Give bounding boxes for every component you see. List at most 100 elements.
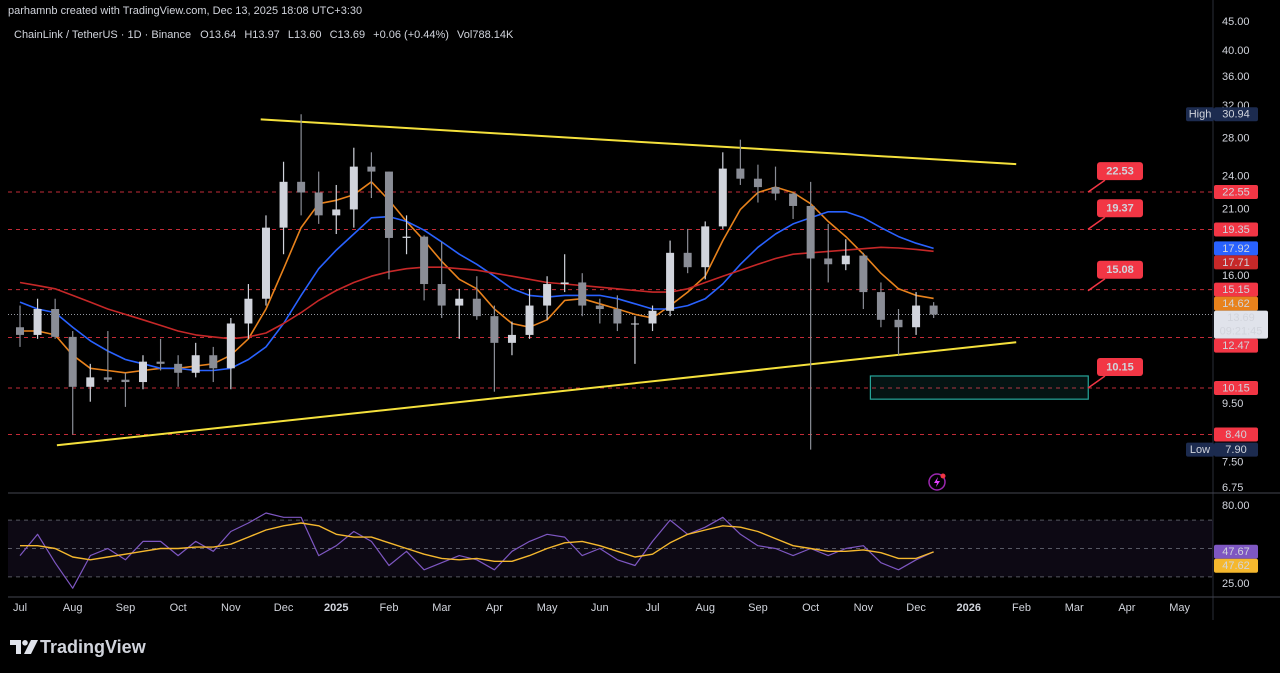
candle-body [859, 255, 868, 293]
price-label-box [1214, 296, 1258, 311]
price-label: 30.94 [1222, 109, 1250, 121]
price-label: 7.90 [1225, 444, 1246, 456]
brand-logo-mark [24, 640, 38, 654]
callout-box [1097, 358, 1143, 377]
flash-icon-ring[interactable] [928, 473, 946, 491]
candle-body [297, 181, 306, 193]
price-label-box [1214, 442, 1258, 457]
candle-body [103, 377, 112, 380]
countdown: 09:21:45 [1220, 326, 1263, 338]
y-tick-label: 24.00 [1222, 171, 1250, 183]
candle-body [51, 309, 60, 337]
candle-body [472, 298, 481, 317]
candle-body [578, 282, 587, 306]
candle-body [86, 377, 95, 387]
candle-body [613, 309, 622, 324]
price-label-box [1214, 222, 1258, 237]
callout-box [1097, 199, 1143, 218]
candle-body [121, 379, 130, 383]
price-label-box [1214, 338, 1258, 353]
y-tick-label: 28.00 [1222, 133, 1250, 145]
callout-pointer [1087, 278, 1106, 292]
candle-body [595, 305, 604, 310]
x-tick-label: Feb [379, 602, 398, 614]
x-tick-label: Dec [274, 602, 294, 614]
brand-name: TradingView [40, 637, 147, 657]
brand-logo-mark [10, 640, 21, 654]
price-label-box [1214, 107, 1258, 122]
candle-body [349, 166, 358, 210]
candle-body [455, 298, 464, 306]
candle-body [33, 309, 42, 335]
x-tick-label: Feb [1012, 602, 1031, 614]
y-tick-label: 21.00 [1222, 203, 1250, 215]
rsi-value-box [1214, 544, 1258, 559]
candle-body [701, 226, 710, 268]
price-label: 14.62 [1222, 298, 1250, 310]
price-tag-box [1186, 107, 1214, 122]
target-zone [869, 375, 1089, 400]
ohlc-change: +0.06 (+0.44%) [373, 29, 449, 41]
x-tick-label: May [537, 602, 558, 614]
x-tick-label: Jun [591, 602, 609, 614]
candle-body [666, 252, 675, 311]
candle-body [912, 305, 921, 328]
flash-icon-dot[interactable] [940, 473, 946, 479]
candle-body [824, 258, 833, 265]
candle-body [683, 252, 692, 268]
y-tick-label: 40.00 [1222, 45, 1250, 57]
candle-body [314, 192, 323, 216]
rsi-tick-label: 80.00 [1222, 500, 1250, 512]
ohlc-item: C13.69 [330, 29, 365, 41]
plot-layer [16, 114, 1017, 589]
candle-body [789, 193, 798, 206]
y-tick-label: 16.00 [1222, 270, 1250, 282]
price-tag-box [1186, 442, 1214, 457]
candle-body [630, 323, 639, 325]
x-tick-label: Oct [170, 602, 187, 614]
candle-body [560, 282, 569, 285]
candle-body [191, 355, 200, 373]
price-label: 8.40 [1225, 429, 1246, 441]
moving-average [19, 246, 934, 340]
rsi-value-label: 47.62 [1222, 560, 1250, 572]
price-label-box [1214, 427, 1258, 442]
candle-body [226, 323, 235, 369]
candle-body [209, 355, 218, 369]
price-label: 12.47 [1222, 340, 1250, 352]
symbol-title: ChainLink / TetherUS · 1D · Binance [14, 29, 191, 41]
x-tick-label: Sep [748, 602, 768, 614]
flash-icon[interactable] [928, 473, 946, 491]
candle-body [543, 284, 552, 306]
symbol-legend: ChainLink / TetherUS · 1D · Binance O13.… [14, 29, 514, 41]
candle-body [525, 305, 534, 335]
x-tick-label: Aug [695, 602, 715, 614]
rsi-ma-line [20, 522, 934, 562]
candle-body [402, 236, 411, 238]
candle-body [279, 181, 288, 228]
candle-body [876, 292, 885, 320]
x-tick-label: May [1169, 602, 1190, 614]
callout-pointer [1087, 216, 1106, 230]
x-tick-label: Apr [486, 602, 503, 614]
x-tick-label: Aug [63, 602, 83, 614]
flash-icon-bolt[interactable] [934, 477, 940, 487]
price-label: 22.55 [1222, 186, 1250, 198]
rsi-line [19, 512, 934, 589]
candle-body [648, 310, 657, 324]
candle-body [174, 363, 183, 373]
brand-logo-mark [22, 640, 28, 646]
y-tick-label: 7.50 [1222, 456, 1243, 468]
candle-body [138, 361, 147, 383]
x-tick-label: Oct [802, 602, 819, 614]
price-label-box [1214, 241, 1258, 256]
candle-body [437, 284, 446, 306]
candle-body [806, 205, 815, 259]
axis-layer: 45.0040.0036.0032.0028.0024.0021.0016.00… [13, 16, 1268, 614]
price-label: 17.71 [1222, 257, 1250, 269]
credit: parhamnb created with TradingView.com, D… [8, 5, 362, 17]
rsi-value-label: 47.67 [1222, 546, 1250, 558]
candle-body [894, 319, 903, 328]
